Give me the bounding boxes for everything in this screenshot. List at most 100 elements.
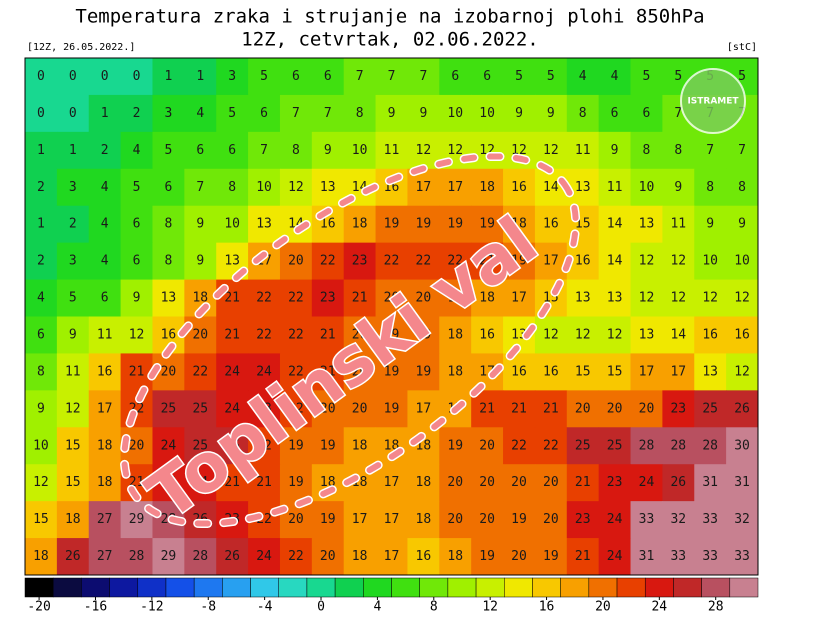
colorbar-label: -12 bbox=[140, 600, 163, 615]
temp-value: 26 bbox=[65, 549, 81, 564]
colorbar-label: -4 bbox=[257, 600, 273, 615]
temp-value: 9 bbox=[611, 143, 619, 158]
temp-cell bbox=[598, 464, 632, 502]
temp-value: 10 bbox=[734, 254, 750, 269]
temp-cell bbox=[216, 131, 249, 170]
temp-cell bbox=[694, 242, 727, 281]
temp-value: 21 bbox=[479, 401, 495, 416]
temp-value: 23 bbox=[320, 291, 336, 306]
temp-cell bbox=[726, 427, 759, 465]
temp-value: 4 bbox=[101, 180, 109, 195]
temp-value: 28 bbox=[129, 549, 145, 564]
temp-value: 21 bbox=[479, 254, 495, 269]
temp-value: 17 bbox=[352, 512, 368, 527]
temp-value: 21 bbox=[224, 475, 240, 490]
temp-value: 16 bbox=[511, 364, 527, 379]
temp-cell bbox=[598, 390, 632, 428]
temp-value: 17 bbox=[97, 401, 113, 416]
temp-cell bbox=[566, 279, 600, 317]
temp-value: 9 bbox=[324, 143, 332, 158]
temp-value: 6 bbox=[260, 106, 268, 121]
colorbar-swatch bbox=[532, 577, 561, 598]
temp-value: 5 bbox=[674, 69, 682, 84]
temp-cell bbox=[439, 205, 472, 244]
temp-cell bbox=[120, 538, 153, 576]
temp-value: 19 bbox=[320, 438, 336, 453]
temp-value: 22 bbox=[256, 327, 272, 342]
temp-value: 0 bbox=[69, 69, 77, 84]
temp-value: 13 bbox=[320, 180, 336, 195]
temp-value: 5 bbox=[164, 143, 172, 158]
temp-cell bbox=[375, 58, 408, 96]
temp-cell bbox=[88, 205, 122, 244]
temp-value: 19 bbox=[384, 327, 400, 342]
temp-value: 19 bbox=[416, 327, 432, 342]
temp-cell bbox=[343, 316, 377, 354]
colorbar-swatch bbox=[701, 577, 731, 598]
temp-cell bbox=[471, 58, 504, 96]
temp-cell bbox=[726, 168, 759, 207]
subtitle: 12Z, cetvrtak, 02.06.2022. bbox=[241, 29, 538, 51]
temp-value: 19 bbox=[384, 401, 400, 416]
temp-value: 25 bbox=[575, 438, 591, 453]
temp-value: 14 bbox=[607, 254, 623, 269]
temp-value: 18 bbox=[447, 549, 463, 564]
temp-value: 20 bbox=[543, 475, 559, 490]
temp-cell bbox=[662, 168, 695, 207]
temp-value: 12 bbox=[65, 401, 81, 416]
temp-value: 0 bbox=[101, 69, 109, 84]
temp-value: 11 bbox=[670, 217, 686, 232]
temp-value: 19 bbox=[288, 438, 304, 453]
temp-value: 27 bbox=[97, 549, 113, 564]
temp-cell bbox=[598, 279, 632, 317]
temp-cell bbox=[343, 279, 377, 317]
temp-value: 0 bbox=[37, 106, 45, 121]
temp-cell bbox=[248, 538, 281, 576]
colorbar-swatch bbox=[278, 577, 308, 598]
temp-value: 24 bbox=[161, 475, 177, 490]
temp-cell bbox=[471, 538, 504, 576]
temp-cell bbox=[311, 94, 345, 133]
temp-cell bbox=[471, 94, 504, 133]
colorbar-label: 12 bbox=[482, 600, 498, 615]
temp-cell bbox=[566, 58, 600, 96]
temp-cell bbox=[279, 427, 313, 465]
temp-cell bbox=[88, 538, 122, 576]
temp-cell bbox=[439, 168, 472, 207]
temp-cell bbox=[56, 538, 90, 576]
temp-value: 20 bbox=[511, 549, 527, 564]
temp-cell bbox=[343, 131, 377, 170]
temp-cell bbox=[56, 279, 90, 317]
temp-cell bbox=[503, 501, 536, 539]
temp-value: 2 bbox=[133, 106, 141, 121]
temp-cell bbox=[439, 353, 472, 391]
temp-value: 9 bbox=[706, 217, 714, 232]
temp-cell bbox=[407, 94, 440, 133]
temp-cell bbox=[375, 316, 408, 354]
colorbar-swatch bbox=[588, 577, 618, 598]
temp-value: 19 bbox=[447, 438, 463, 453]
temp-value: 16 bbox=[479, 327, 495, 342]
temp-cell bbox=[694, 316, 727, 354]
colorbar-label: -8 bbox=[200, 600, 216, 615]
temp-value: 3 bbox=[164, 106, 172, 121]
temp-value: 22 bbox=[288, 327, 304, 342]
temp-value: 12 bbox=[33, 475, 49, 490]
temp-cell bbox=[88, 501, 122, 539]
temp-cell bbox=[375, 390, 408, 428]
temp-cell bbox=[184, 427, 217, 465]
temp-value: 13 bbox=[256, 217, 272, 232]
temp-cell bbox=[88, 58, 122, 96]
colorbar-swatch bbox=[447, 577, 477, 598]
temp-value: 25 bbox=[192, 401, 208, 416]
temp-cell bbox=[630, 242, 663, 281]
temp-value: 20 bbox=[447, 512, 463, 527]
temp-value: 22 bbox=[256, 291, 272, 306]
temp-value: 22 bbox=[511, 438, 527, 453]
temp-cell bbox=[56, 58, 90, 96]
temp-value: 16 bbox=[734, 327, 750, 342]
temp-cell bbox=[598, 205, 632, 244]
temp-value: 7 bbox=[260, 143, 268, 158]
temp-value: 6 bbox=[292, 69, 300, 84]
temp-value: 2 bbox=[101, 143, 109, 158]
